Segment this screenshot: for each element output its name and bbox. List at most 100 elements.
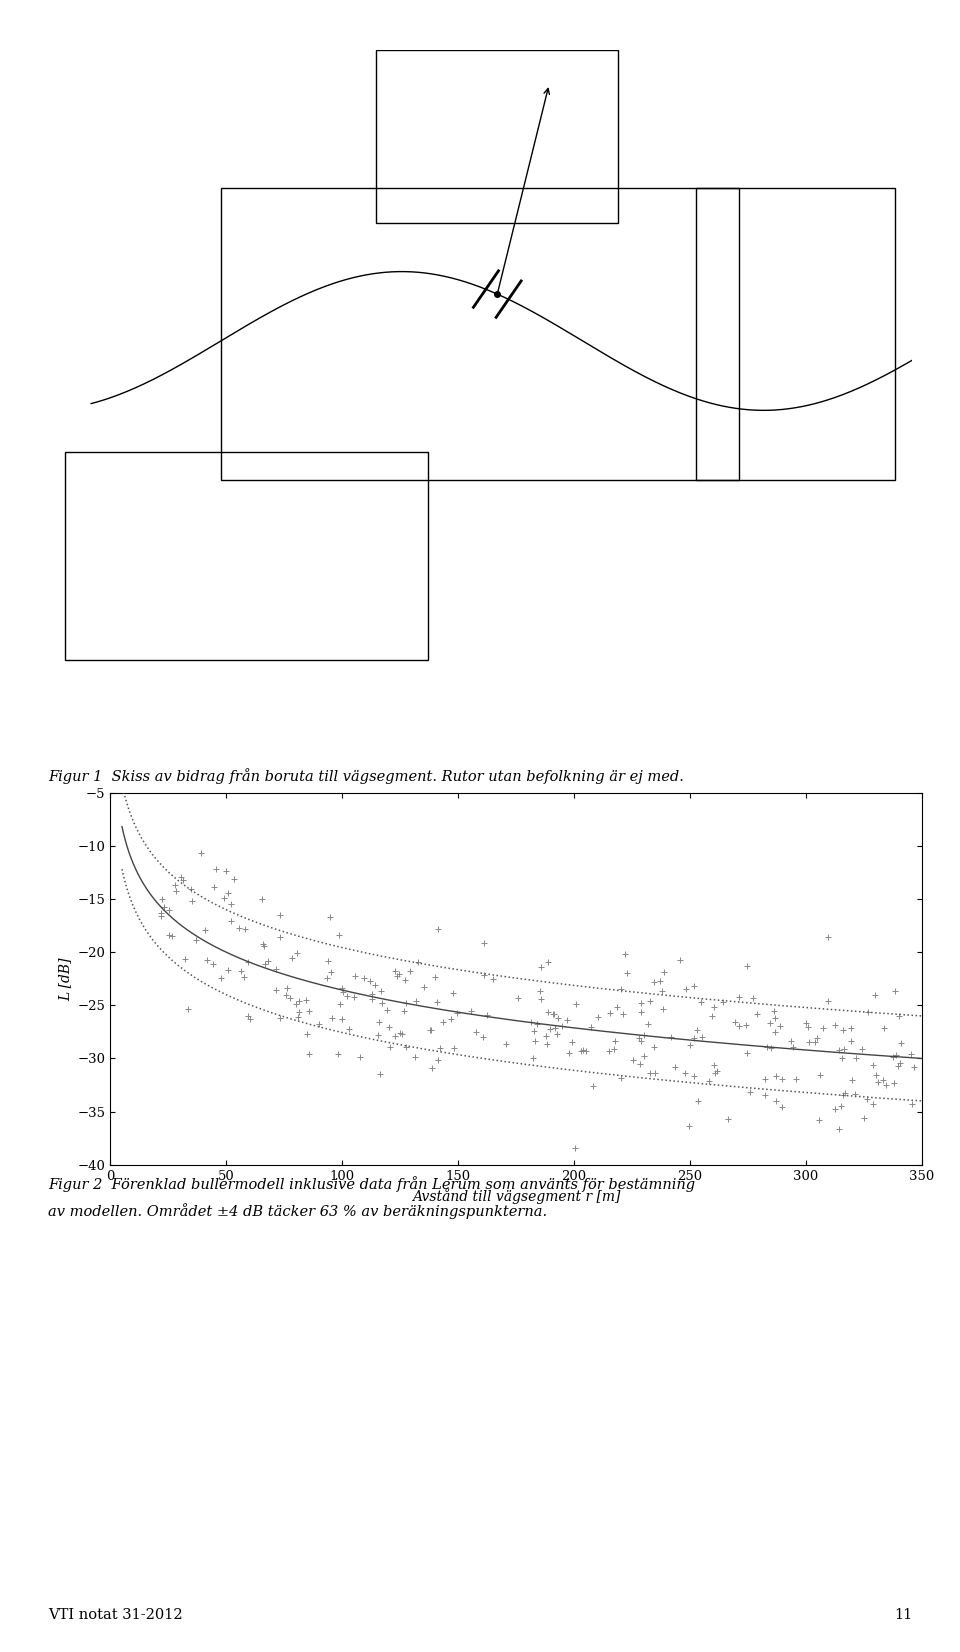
Point	[702, 1069, 717, 1095]
Point	[545, 1001, 561, 1028]
Point	[321, 948, 336, 975]
Point	[759, 1034, 775, 1061]
Point	[291, 1003, 306, 1029]
Point	[257, 950, 273, 976]
Point	[334, 975, 349, 1001]
Point	[833, 1092, 849, 1118]
Point	[221, 879, 236, 905]
Point	[860, 998, 876, 1024]
Point	[529, 1011, 544, 1037]
Point	[663, 1024, 679, 1051]
Point	[686, 1024, 702, 1051]
Point	[468, 1019, 484, 1046]
Point	[682, 1112, 697, 1138]
Point	[396, 998, 412, 1024]
Point	[256, 933, 272, 960]
Point	[646, 968, 661, 995]
Point	[550, 1004, 565, 1031]
Point	[845, 1067, 860, 1094]
Point	[213, 965, 228, 991]
Point	[540, 999, 556, 1026]
Point	[272, 923, 287, 950]
Point	[388, 1023, 403, 1049]
Point	[562, 1039, 577, 1066]
Point	[786, 1034, 802, 1061]
Point	[740, 953, 756, 980]
Text: 11: 11	[894, 1609, 912, 1622]
Point	[486, 966, 501, 993]
Point	[764, 1034, 780, 1061]
Point	[708, 1061, 723, 1087]
Point	[904, 1090, 920, 1117]
Point	[875, 1067, 890, 1094]
Point	[371, 1023, 386, 1049]
Point	[292, 999, 307, 1026]
Point	[269, 976, 284, 1003]
Point	[423, 1016, 439, 1042]
Point	[739, 1039, 755, 1066]
Point	[161, 922, 177, 948]
Point	[727, 1009, 742, 1036]
Point	[835, 1082, 851, 1108]
Point	[542, 1016, 558, 1042]
Point	[430, 1047, 445, 1074]
Point	[783, 1028, 799, 1054]
Point	[633, 1051, 648, 1077]
Point	[168, 872, 183, 899]
Point	[398, 1034, 414, 1061]
Point	[802, 1029, 817, 1056]
Point	[767, 998, 782, 1024]
Point	[773, 1013, 788, 1039]
Point	[720, 1107, 735, 1133]
Point	[153, 902, 168, 928]
Point	[178, 945, 193, 971]
Point	[575, 1037, 590, 1064]
Point	[233, 958, 249, 985]
Point	[800, 1014, 815, 1041]
Point	[757, 1082, 773, 1108]
Point	[255, 930, 271, 957]
Point	[739, 1011, 755, 1037]
Point	[347, 963, 362, 990]
Point	[848, 1080, 863, 1107]
Point	[574, 1037, 589, 1064]
Point	[279, 975, 295, 1001]
Point	[828, 1011, 843, 1037]
Point	[217, 884, 232, 910]
Point	[769, 1087, 784, 1113]
Point	[476, 930, 492, 957]
Point	[154, 899, 169, 925]
Point	[324, 1004, 340, 1031]
Bar	[696, 188, 895, 479]
Point	[686, 1062, 702, 1089]
Point	[834, 1046, 850, 1072]
Point	[731, 985, 746, 1011]
Point	[549, 1021, 564, 1047]
Point	[540, 948, 556, 975]
Point	[843, 1028, 858, 1054]
Point	[231, 915, 247, 942]
Bar	[376, 50, 618, 223]
Point	[273, 902, 288, 928]
Point	[162, 897, 178, 923]
Point	[311, 1011, 326, 1037]
Point	[757, 1066, 773, 1092]
Point	[554, 1013, 569, 1039]
Point	[289, 940, 304, 966]
Point	[626, 1047, 641, 1074]
Point	[332, 991, 348, 1018]
Point	[183, 876, 199, 902]
Point	[476, 1024, 492, 1051]
Point	[292, 988, 307, 1014]
Point	[526, 1044, 541, 1070]
Point	[194, 839, 209, 866]
Point	[690, 1087, 706, 1113]
Point	[199, 947, 214, 973]
Point	[809, 1024, 825, 1051]
Point	[732, 1013, 747, 1039]
Point	[408, 988, 423, 1014]
Point	[180, 996, 196, 1023]
Point	[282, 985, 298, 1011]
Point	[602, 999, 617, 1026]
Point	[330, 1041, 346, 1067]
